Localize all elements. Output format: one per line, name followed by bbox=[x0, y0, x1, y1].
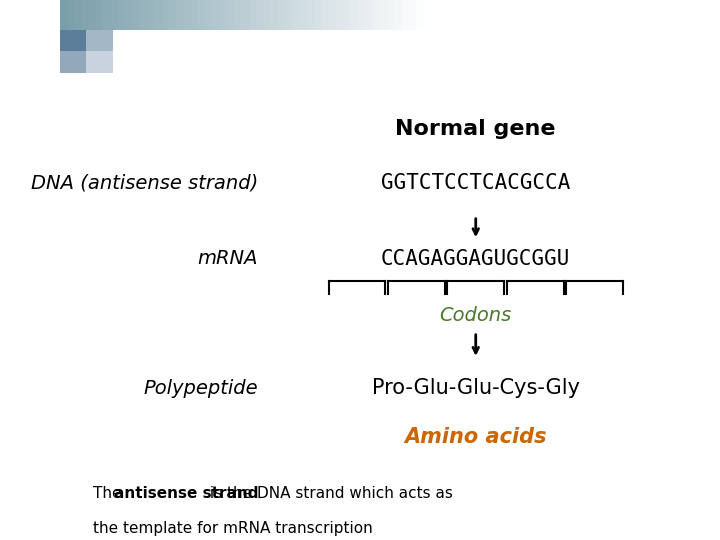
Bar bbox=[161, 0, 168, 30]
Bar bbox=[321, 0, 328, 30]
Bar bbox=[140, 0, 147, 30]
Bar bbox=[379, 0, 387, 30]
Bar bbox=[336, 0, 343, 30]
Bar bbox=[96, 0, 104, 30]
Bar bbox=[264, 0, 271, 30]
Bar bbox=[67, 0, 74, 30]
Bar bbox=[256, 0, 264, 30]
Bar bbox=[307, 0, 314, 30]
Bar bbox=[314, 0, 321, 30]
Bar bbox=[60, 30, 86, 51]
Text: Polypeptide: Polypeptide bbox=[143, 379, 258, 398]
Bar bbox=[234, 0, 241, 30]
Bar bbox=[358, 0, 365, 30]
Text: Codons: Codons bbox=[440, 306, 512, 325]
Bar bbox=[125, 0, 132, 30]
Bar bbox=[60, 0, 67, 30]
Text: CCAGAGGAGUGCGGU: CCAGAGGAGUGCGGU bbox=[381, 249, 570, 269]
Text: Normal gene: Normal gene bbox=[395, 119, 556, 139]
Bar bbox=[86, 30, 112, 51]
Text: the template for mRNA transcription: the template for mRNA transcription bbox=[93, 521, 373, 536]
Bar bbox=[351, 0, 358, 30]
Bar bbox=[147, 0, 154, 30]
Bar bbox=[154, 0, 161, 30]
Bar bbox=[365, 0, 372, 30]
Text: antisense strand: antisense strand bbox=[114, 485, 258, 501]
Bar bbox=[184, 0, 191, 30]
Bar bbox=[176, 0, 184, 30]
Text: Pro-Glu-Glu-Cys-Gly: Pro-Glu-Glu-Cys-Gly bbox=[372, 379, 580, 399]
Bar bbox=[205, 0, 212, 30]
Bar bbox=[408, 0, 415, 30]
Bar bbox=[415, 0, 423, 30]
Bar bbox=[89, 0, 96, 30]
Bar bbox=[248, 0, 256, 30]
Bar bbox=[191, 0, 198, 30]
Bar bbox=[198, 0, 205, 30]
Bar bbox=[387, 0, 394, 30]
Text: Amino acids: Amino acids bbox=[405, 427, 547, 447]
Bar bbox=[132, 0, 140, 30]
Bar bbox=[104, 0, 111, 30]
Bar bbox=[328, 0, 336, 30]
Bar bbox=[343, 0, 351, 30]
Bar bbox=[118, 0, 125, 30]
Bar bbox=[74, 0, 81, 30]
Bar bbox=[292, 0, 300, 30]
Text: DNA (antisense strand): DNA (antisense strand) bbox=[31, 174, 258, 193]
Bar bbox=[86, 51, 112, 73]
Bar bbox=[271, 0, 278, 30]
Bar bbox=[81, 0, 89, 30]
Text: GGTCTCCTCACGCCA: GGTCTCCTCACGCCA bbox=[381, 173, 570, 193]
Bar bbox=[394, 0, 401, 30]
Bar bbox=[285, 0, 292, 30]
Bar bbox=[227, 0, 234, 30]
Text: is the DNA strand which acts as: is the DNA strand which acts as bbox=[205, 485, 453, 501]
Bar bbox=[60, 51, 86, 73]
Bar bbox=[401, 0, 408, 30]
Bar bbox=[111, 0, 118, 30]
Bar bbox=[212, 0, 220, 30]
Text: The: The bbox=[93, 485, 126, 501]
Bar bbox=[300, 0, 307, 30]
Bar bbox=[168, 0, 176, 30]
Bar bbox=[241, 0, 248, 30]
Bar bbox=[220, 0, 227, 30]
Bar bbox=[372, 0, 379, 30]
Text: mRNA: mRNA bbox=[197, 249, 258, 268]
Bar bbox=[278, 0, 285, 30]
